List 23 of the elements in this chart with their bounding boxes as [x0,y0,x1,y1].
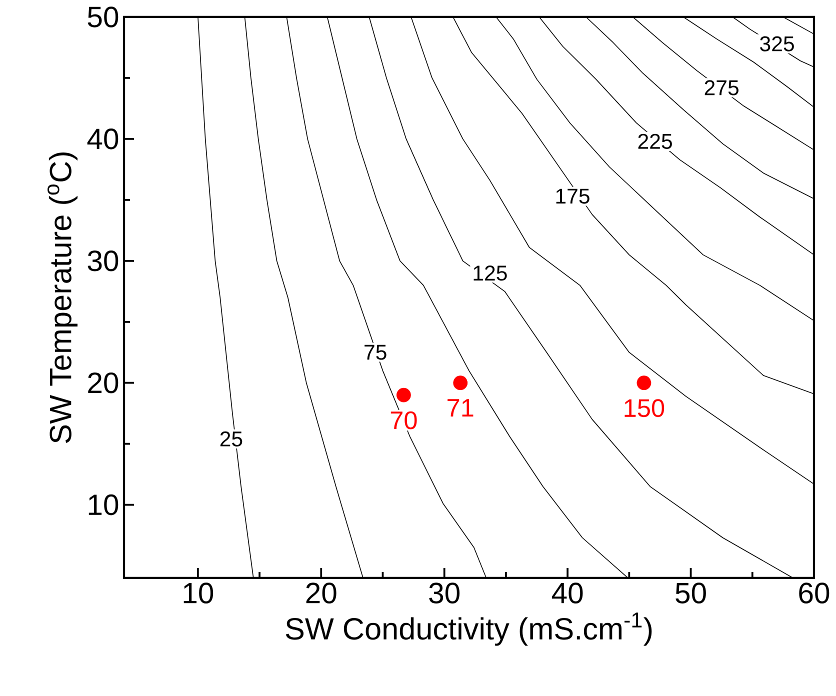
x-axis-title: SW Conductivity (mS.cm$^{-1}$) [286,612,652,646]
x-tick-label: 30 [429,582,460,604]
annotation: 175 [556,188,590,204]
annotation: 125 [474,266,507,281]
annotation: 275 [704,80,738,96]
x-tick-label: 50 [676,582,706,604]
annotation: 75 [364,344,386,360]
annotation: 225 [638,134,672,149]
series-label: 71 [448,399,474,417]
y-tick-label: 10 [88,494,118,516]
y-tick-label: 50 [88,6,118,28]
annotation: 325 [760,36,794,52]
y-axis-title: SW Temperature ($^{o}$C) [48,152,78,443]
y-tick-label: 20 [88,372,118,394]
y-tick-label: 40 [87,128,118,150]
x-tick-label: 40 [552,582,583,604]
y-tick-label: 30 [88,250,118,272]
x-tick-label: 10 [184,582,214,604]
series-label: 150 [624,399,664,418]
annotation: 25 [220,431,242,447]
x-tick-label: 60 [799,582,830,604]
series-label: 70 [390,411,417,430]
x-tick-label: 20 [306,582,336,604]
